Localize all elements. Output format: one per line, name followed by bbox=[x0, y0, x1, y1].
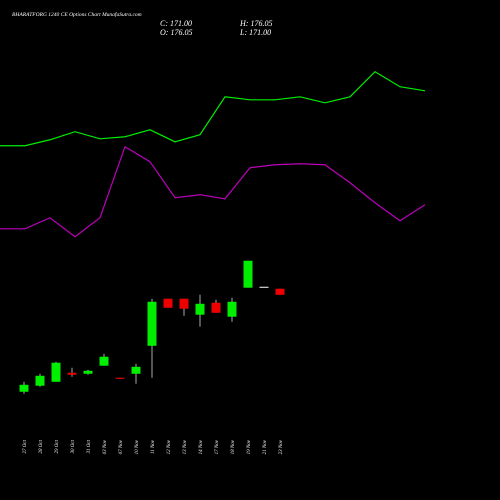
indicator-line bbox=[0, 70, 426, 147]
candle-body bbox=[163, 298, 173, 308]
x-tick-label: 17 Nov bbox=[215, 439, 220, 454]
candle-body bbox=[147, 301, 157, 346]
stat-value: 171.00 bbox=[249, 28, 271, 37]
candle-body bbox=[19, 384, 29, 392]
x-tick-label: 18 Nov bbox=[231, 439, 236, 454]
x-tick-label: 28 Oct bbox=[39, 439, 44, 453]
candle-body bbox=[227, 301, 237, 317]
stat: O: 176.05 bbox=[160, 28, 192, 37]
x-tick-label: 23 Nov bbox=[279, 439, 284, 454]
x-tick-label: 21 Nov bbox=[263, 439, 268, 454]
x-tick-label: 12 Nov bbox=[167, 439, 172, 454]
stat: L: 171.00 bbox=[239, 28, 271, 37]
candle-body bbox=[243, 260, 253, 288]
candle-body bbox=[35, 375, 45, 386]
x-tick-label: 10 Nov bbox=[135, 439, 140, 454]
x-tick-label: 14 Nov bbox=[199, 439, 204, 454]
indicator-line bbox=[0, 145, 426, 238]
x-tick-label: 11 Nov bbox=[151, 439, 156, 454]
x-tick-label: 19 Nov bbox=[247, 439, 252, 454]
stat-value: 176.05 bbox=[170, 28, 192, 37]
candle-body bbox=[83, 370, 93, 374]
x-tick-label: 03 Nov bbox=[103, 439, 108, 454]
x-tick-label: 27 Oct bbox=[23, 439, 28, 453]
stat-value: 171.00 bbox=[170, 19, 192, 28]
x-tick-label: 13 Nov bbox=[183, 439, 188, 454]
x-tick-label: 30 Oct bbox=[71, 439, 76, 453]
stat: H: 176.05 bbox=[239, 19, 272, 28]
x-tick-label: 31 Oct bbox=[87, 439, 92, 453]
stat-name: C: bbox=[160, 19, 168, 28]
candle-body bbox=[179, 298, 189, 309]
stat-name: L: bbox=[239, 28, 247, 37]
candle-body bbox=[275, 288, 285, 295]
x-tick-label: 29 Oct bbox=[55, 439, 60, 453]
x-tick-label: 07 Nov bbox=[119, 439, 124, 454]
candle-body bbox=[115, 377, 125, 379]
candle-body bbox=[51, 362, 61, 382]
stat: C: 171.00 bbox=[160, 19, 192, 28]
candle-body bbox=[195, 303, 205, 315]
candle-body bbox=[131, 366, 141, 374]
stat-name: H: bbox=[239, 19, 249, 28]
candle-body bbox=[259, 286, 269, 288]
stat-value: 176.05 bbox=[250, 19, 272, 28]
candle-body bbox=[67, 372, 77, 375]
candle-body bbox=[99, 356, 109, 366]
candle-body bbox=[211, 302, 221, 313]
chart-title: BHARATFORG 1240 CE Options Chart MunafaS… bbox=[12, 11, 142, 18]
stat-name: O: bbox=[160, 28, 169, 37]
